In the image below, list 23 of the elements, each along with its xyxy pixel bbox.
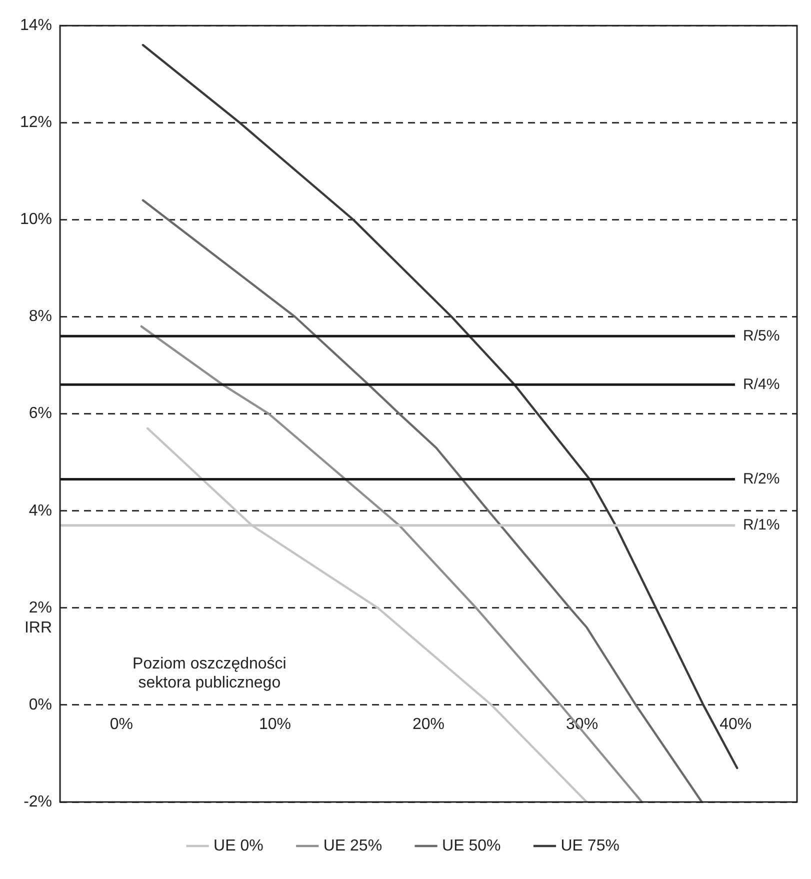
ref-line-label: R/2%	[743, 470, 780, 488]
x-tick-label: 10%	[258, 716, 291, 733]
ref-line-label: R/4%	[743, 376, 780, 393]
y-tick-label: 2%	[28, 599, 52, 616]
ref-line-label: R/5%	[743, 327, 780, 344]
y-tick-label: 0%	[28, 696, 52, 714]
legend-label: UE 75%	[560, 837, 620, 854]
y-tick-label: -2%	[24, 793, 52, 810]
x-tick-label: 20%	[412, 716, 445, 733]
y-tick-label: 6%	[28, 405, 52, 422]
y-tick-label: 8%	[28, 308, 52, 326]
ref-line-label: R/1%	[743, 516, 780, 534]
x-axis-title: Poziom oszczędności sektora publicznego	[132, 655, 286, 692]
legend-label: UE 0%	[214, 837, 264, 854]
x-tick-label: 0%	[110, 716, 133, 733]
legend-label: UE 25%	[323, 837, 382, 854]
y-tick-label: 14%	[20, 17, 52, 34]
y-tick-label: 10%	[20, 211, 52, 228]
y-axis-title: IRR	[24, 619, 52, 636]
y-tick-label: 12%	[20, 114, 52, 132]
legend-label: UE 50%	[442, 837, 501, 854]
x-tick-label: 40%	[720, 716, 752, 733]
y-tick-label: 4%	[28, 502, 52, 520]
